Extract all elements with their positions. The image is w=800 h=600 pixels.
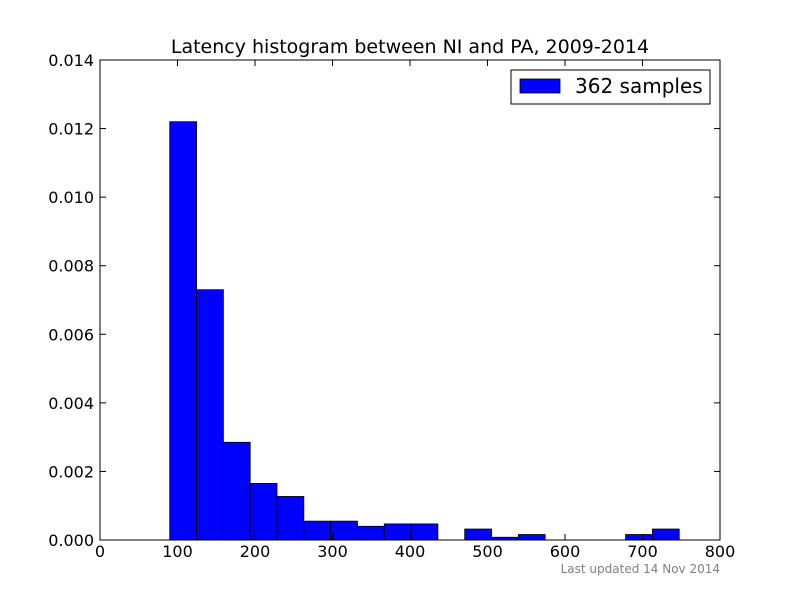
x-tick-label: 100 xyxy=(162,542,193,561)
histogram-bar xyxy=(357,525,385,541)
plot-frame xyxy=(99,59,721,541)
x-tick-label: 200 xyxy=(240,542,271,561)
histogram-bar xyxy=(249,483,278,541)
x-tick-label: 300 xyxy=(317,542,348,561)
x-tick-label: 800 xyxy=(705,542,736,561)
legend-label: 362 samples xyxy=(575,74,703,98)
histogram-bar xyxy=(652,528,680,541)
last-updated-note: Last updated 14 Nov 2014 xyxy=(560,562,720,576)
y-tick-label: 0.000 xyxy=(48,531,94,550)
histogram-bar xyxy=(303,520,332,541)
legend-swatch xyxy=(519,78,561,94)
histogram-bar xyxy=(222,441,251,541)
histogram-bar xyxy=(276,496,305,541)
histogram-bar xyxy=(517,534,546,541)
y-tick-label: 0.014 xyxy=(48,51,94,70)
ticks-group: 0 100 200 300 400 500 600 700 800 0.000 0.002 0.004… xyxy=(48,51,735,561)
y-tick-label: 0.004 xyxy=(48,394,94,413)
chart-title: Latency histogram between NI and PA, 200… xyxy=(171,36,649,58)
x-tick-label: 600 xyxy=(550,542,581,561)
y-tick-label: 0.008 xyxy=(48,257,94,276)
x-tick-label: 500 xyxy=(472,542,503,561)
histogram-bar xyxy=(330,520,358,541)
histogram-bar xyxy=(169,121,197,541)
y-tick-label: 0.002 xyxy=(48,462,94,481)
histogram-bar xyxy=(196,289,224,541)
histogram-bar xyxy=(383,523,412,541)
legend: 362 samples xyxy=(510,69,711,105)
y-tick-label: 0.010 xyxy=(48,188,94,207)
y-tick-label: 0.012 xyxy=(48,120,94,139)
x-tick-label: 700 xyxy=(627,542,658,561)
bars-group xyxy=(169,121,680,541)
x-tick-label: 400 xyxy=(395,542,426,561)
x-tick-label: 0 xyxy=(95,542,105,561)
histogram-bar xyxy=(625,534,653,541)
y-tick-label: 0.006 xyxy=(48,325,94,344)
histogram-bar xyxy=(410,523,439,541)
